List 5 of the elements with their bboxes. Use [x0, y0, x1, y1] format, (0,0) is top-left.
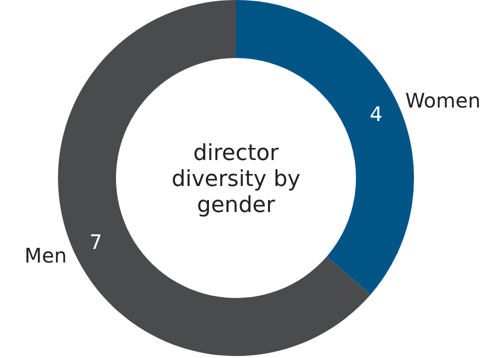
slice-label: Men: [24, 243, 67, 268]
data-label: 4: [370, 102, 382, 126]
text: director diversity by gender: [172, 141, 300, 218]
slice-label: Women: [405, 88, 481, 113]
data-label: 7: [90, 230, 102, 254]
